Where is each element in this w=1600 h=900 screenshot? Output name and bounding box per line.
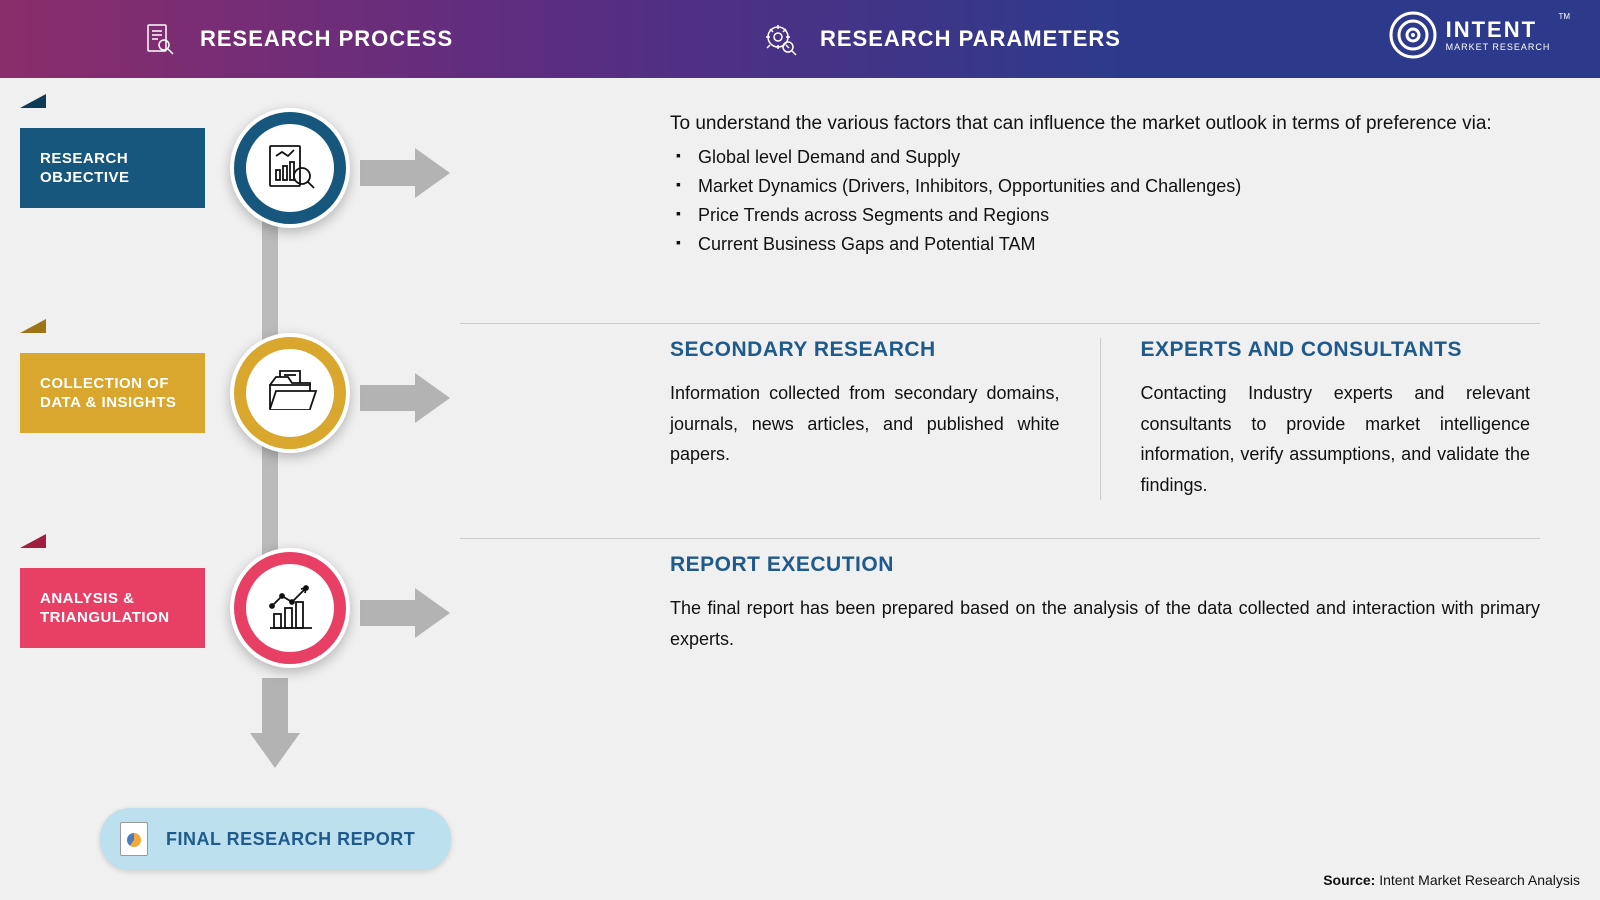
source-attribution: Source: Intent Market Research Analysis (1323, 872, 1580, 888)
header-bar: RESEARCH PROCESS RESEARCH PARAMETERS INT… (0, 0, 1600, 78)
document-search-icon (140, 19, 180, 59)
final-report-pill: FINAL RESEARCH REPORT (100, 808, 451, 870)
flag-fold (20, 319, 46, 333)
source-label: Source: (1323, 872, 1375, 888)
arrow-right-icon (360, 588, 450, 643)
content-area: RESEARCH OBJECTIVE (0, 78, 1600, 900)
bullet: Current Business Gaps and Potential TAM (698, 234, 1540, 255)
step-circle (230, 108, 350, 228)
step-circle (230, 548, 350, 668)
bullet: Price Trends across Segments and Regions (698, 205, 1540, 226)
step-flag: COLLECTION OF DATA & INSIGHTS (20, 353, 205, 433)
col-experts-consultants: EXPERTS AND CONSULTANTS Contacting Indus… (1101, 338, 1541, 500)
header-left-title: RESEARCH PROCESS (200, 26, 453, 52)
col-title: EXPERTS AND CONSULTANTS (1141, 338, 1531, 362)
step-analysis-triangulation: ANALYSIS & TRIANGULATION (20, 548, 1540, 668)
connector-2 (262, 443, 278, 563)
step-1-body: To understand the various factors that c… (670, 108, 1540, 263)
connector-1 (262, 218, 278, 348)
col-secondary-research: SECONDARY RESEARCH Information collected… (670, 338, 1101, 500)
brand-logo: INTENT MARKET RESEARCH TM (1388, 10, 1570, 60)
logo-sub: MARKET RESEARCH (1446, 43, 1551, 52)
flag-fold (20, 534, 46, 548)
step-3-text: The final report has been prepared based… (670, 593, 1540, 654)
final-report-label: FINAL RESEARCH REPORT (166, 829, 415, 850)
report-doc-icon (120, 822, 148, 856)
step-label: ANALYSIS & TRIANGULATION (40, 589, 205, 628)
logo-tm: TM (1558, 12, 1570, 21)
logo-main: INTENT (1446, 19, 1551, 41)
bullet: Market Dynamics (Drivers, Inhibitors, Op… (698, 176, 1540, 197)
parameters-icon (760, 19, 800, 59)
document-analytics-icon (258, 136, 322, 200)
col-title: SECONDARY RESEARCH (670, 338, 1060, 362)
step-flag: RESEARCH OBJECTIVE (20, 128, 205, 208)
step-2-body: SECONDARY RESEARCH Information collected… (670, 333, 1540, 500)
step-data-collection: COLLECTION OF DATA & INSIGHTS (20, 333, 1540, 500)
arrow-right-icon (360, 373, 450, 428)
arrow-down-icon (250, 678, 300, 773)
step-label: RESEARCH OBJECTIVE (40, 149, 205, 188)
header-right-title: RESEARCH PARAMETERS (820, 26, 1121, 52)
source-text: Intent Market Research Analysis (1375, 872, 1580, 888)
bar-chart-icon (258, 576, 322, 640)
step-1-intro: To understand the various factors that c… (670, 113, 1540, 135)
step-1-bullets: Global level Demand and Supply Market Dy… (670, 147, 1540, 255)
arrow-right-icon (360, 148, 450, 203)
col-text: Information collected from secondary dom… (670, 378, 1060, 470)
step-flag: ANALYSIS & TRIANGULATION (20, 568, 205, 648)
folder-icon (258, 361, 322, 425)
step-circle (230, 333, 350, 453)
divider (460, 323, 1540, 324)
step-3-title: REPORT EXECUTION (670, 553, 1540, 577)
col-text: Contacting Industry experts and relevant… (1141, 378, 1531, 500)
bullet: Global level Demand and Supply (698, 147, 1540, 168)
divider (460, 538, 1540, 539)
header-left: RESEARCH PROCESS (140, 19, 740, 59)
step-label: COLLECTION OF DATA & INSIGHTS (40, 374, 205, 413)
step-research-objective: RESEARCH OBJECTIVE (20, 108, 1540, 263)
target-icon (1388, 10, 1438, 60)
step-3-body: REPORT EXECUTION The final report has be… (670, 548, 1540, 654)
flag-fold (20, 94, 46, 108)
